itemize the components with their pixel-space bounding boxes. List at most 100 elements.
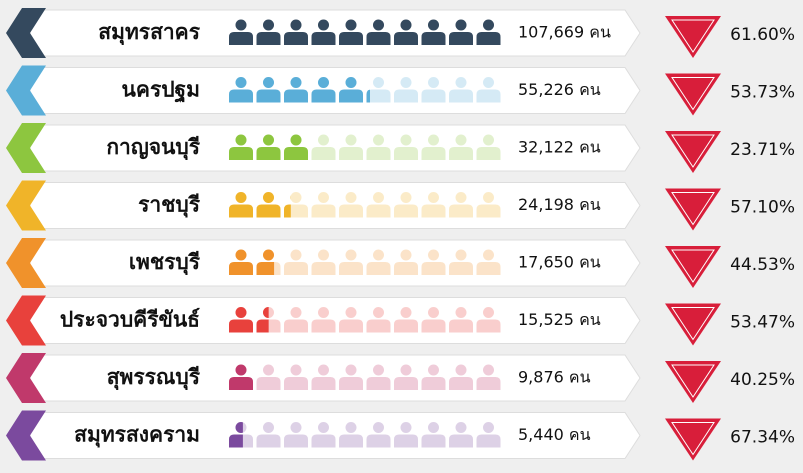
person-icon — [394, 32, 418, 45]
row: ประจวบคีรีขันธ์ 15,525 คน 53.47% — [6, 295, 795, 346]
icons-filled — [229, 134, 308, 160]
person-icon — [428, 364, 439, 376]
person-icon — [339, 147, 363, 160]
person-icon — [476, 204, 501, 218]
down-triangle — [665, 188, 721, 231]
person-icon — [400, 307, 412, 318]
person-icon — [229, 32, 253, 45]
person-icon — [339, 434, 363, 448]
person-icon — [428, 134, 439, 146]
person-icon — [449, 434, 473, 448]
person-icon — [449, 32, 473, 45]
person-icon — [476, 147, 501, 160]
person-icon — [421, 377, 446, 390]
person-icon — [455, 249, 467, 261]
person-icon — [455, 422, 467, 433]
person-icon — [229, 434, 243, 448]
person-icon — [476, 319, 501, 333]
person-icon — [345, 364, 357, 376]
person-icon — [339, 89, 363, 103]
person-icon — [400, 192, 412, 203]
province-name: เพชรบุรี — [129, 250, 201, 276]
count-label: 107,669 คน — [518, 23, 611, 42]
row: เพชรบุรี 17,650 คน 44.53% — [6, 238, 795, 288]
person-icon — [421, 319, 446, 333]
person-icon — [373, 364, 384, 376]
person-icon — [455, 192, 467, 203]
triangle-outline — [671, 77, 715, 111]
person-icon — [400, 422, 412, 433]
province-name: นครปฐม — [122, 78, 200, 104]
person-icon — [483, 307, 494, 318]
triangle-outline — [671, 134, 715, 168]
down-triangle — [665, 303, 721, 346]
person-icon — [421, 204, 446, 218]
person-icon — [229, 262, 253, 275]
person-icon — [284, 262, 308, 275]
person-icon — [455, 307, 467, 318]
person-icon — [235, 364, 247, 376]
icons-filled — [229, 422, 243, 448]
person-icon — [318, 192, 329, 203]
count-label: 24,198 คน — [518, 195, 601, 214]
person-icon — [284, 32, 308, 45]
person-icon — [421, 147, 446, 160]
person-icon — [421, 262, 446, 275]
down-triangle — [665, 418, 721, 461]
count-label: 15,525 คน — [518, 310, 601, 329]
person-icon — [318, 134, 329, 146]
person-icon — [290, 77, 302, 88]
person-icon — [229, 147, 253, 160]
person-icon — [455, 19, 467, 31]
person-icon — [345, 422, 357, 433]
person-icon — [449, 147, 473, 160]
chevron — [6, 123, 46, 173]
chevron — [6, 65, 46, 116]
person-icon — [394, 319, 418, 333]
person-icon — [476, 32, 501, 45]
person-icon — [428, 77, 439, 88]
person-icon — [290, 422, 302, 433]
person-icon — [284, 204, 291, 218]
person-icon — [394, 204, 418, 218]
person-icon — [339, 262, 363, 275]
person-icon — [373, 192, 384, 203]
person-icon — [290, 19, 302, 31]
person-icon — [373, 422, 384, 433]
triangle-outline — [671, 422, 715, 456]
person-icon — [483, 249, 494, 261]
percent-label: 44.53% — [730, 255, 795, 275]
person-icon — [345, 77, 357, 88]
province-name: ราชบุรี — [138, 193, 201, 219]
person-icon — [235, 134, 247, 146]
person-icon — [455, 364, 467, 376]
person-icon — [263, 307, 269, 318]
person-icon — [483, 77, 494, 88]
percent-label: 53.73% — [730, 83, 795, 103]
down-triangle — [665, 16, 721, 58]
person-icon — [400, 19, 412, 31]
chevron — [6, 295, 46, 346]
person-icon — [366, 32, 391, 45]
person-icon — [263, 249, 274, 261]
person-icon — [311, 89, 336, 103]
person-icon — [263, 364, 274, 376]
person-icon — [256, 377, 281, 390]
row: สมุทรสาคร 107,669 คน 61.60% — [6, 8, 795, 58]
person-icon — [256, 32, 281, 45]
triangle-outline — [671, 19, 715, 53]
person-icon — [421, 434, 446, 448]
person-icon — [366, 204, 391, 218]
count-label: 55,226 คน — [518, 80, 601, 99]
person-icon — [449, 89, 473, 103]
person-icon — [455, 134, 467, 146]
person-icon — [483, 364, 494, 376]
person-icon — [235, 19, 247, 31]
person-icon — [318, 77, 329, 88]
person-icon — [476, 89, 501, 103]
row: ราชบุรี 24,198 คน 57.10% — [6, 180, 795, 231]
person-icon — [366, 262, 391, 275]
down-triangle — [665, 131, 721, 173]
person-icon — [229, 377, 253, 390]
person-icon — [400, 134, 412, 146]
